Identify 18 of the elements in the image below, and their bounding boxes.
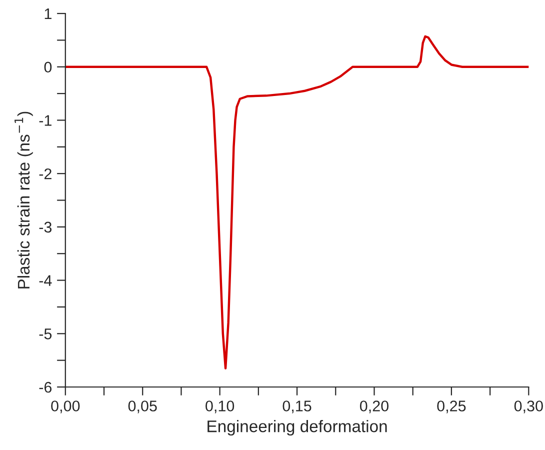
x-tick-label: 0,20: [360, 400, 389, 414]
x-tick-label: 0,10: [206, 400, 234, 414]
y-axis-title: Plastic strain rate (ns$^{−1}$): [14, 112, 33, 288]
y-tick-label: 1: [44, 8, 52, 20]
x-axis-title: Engineering deformation: [208, 420, 387, 436]
y-tick-label: -5: [39, 328, 52, 340]
y-tick-label: -1: [39, 115, 52, 126]
y-tick-label: -4: [39, 275, 52, 286]
x-tick-label: 0,25: [437, 400, 466, 414]
y-tick-label: 0: [44, 62, 52, 73]
x-tick-label: 0,00: [51, 400, 80, 414]
line-series: [65, 35, 529, 370]
y-tick-label: -2: [39, 168, 52, 180]
x-tick-label: 0,05: [128, 400, 157, 414]
x-tick-label: 0,15: [282, 400, 312, 414]
x-tick-label: 0,30: [514, 400, 543, 414]
y-tick-label: -6: [39, 382, 52, 393]
y-tick-label: -3: [39, 222, 52, 233]
